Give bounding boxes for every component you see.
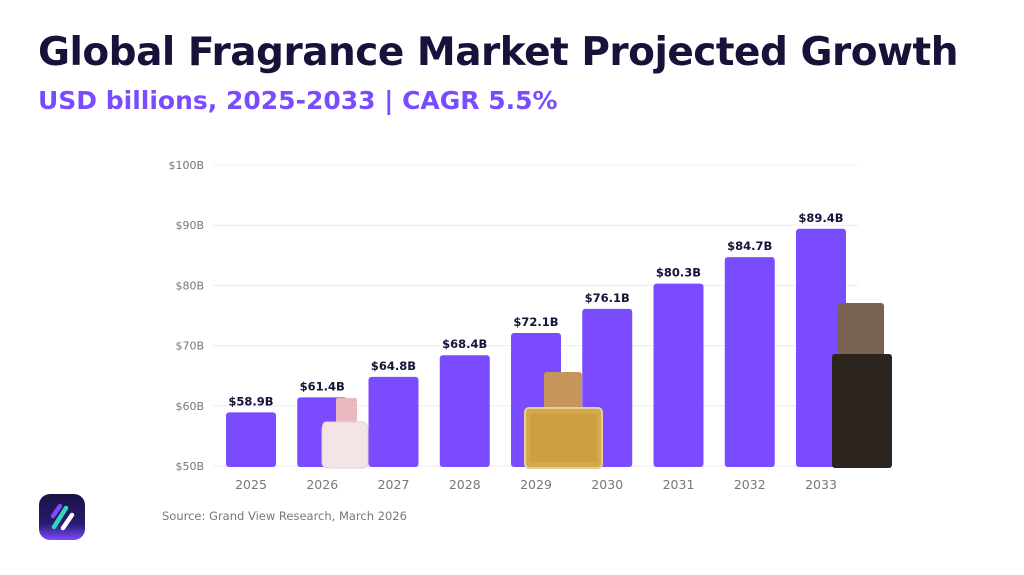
x-tick-label: 2026 [306,477,338,492]
bar-2032 [724,257,775,467]
x-tick-label: 2033 [805,477,837,492]
data-label: $58.9B [228,394,273,408]
x-tick-label: 2029 [520,477,552,492]
data-label: $61.4B [300,379,345,393]
data-label: $72.1B [513,315,558,329]
bar-2025 [226,412,276,467]
x-tick-label: 2030 [591,477,623,492]
data-label: $68.4B [442,337,487,351]
data-label: $84.7B [727,239,772,253]
x-tick-label: 2031 [663,477,695,492]
bar-2031 [653,283,704,467]
source-note: Source: Grand View Research, March 2026 [162,509,407,523]
page-title: Global Fragrance Market Projected Growth [38,30,958,75]
y-tick-label: $60B [175,400,204,413]
bar-2027 [368,376,419,467]
pink-perfume-bottle-image [321,398,369,469]
y-tick-label: $50B [175,460,204,473]
x-tick-label: 2025 [235,477,267,492]
dark-perfume-bottle-image [832,303,892,468]
data-label: $64.8B [371,359,416,373]
x-tick-label: 2027 [378,477,410,492]
y-tick-label: $100B [168,159,204,172]
data-label: $80.3B [656,266,701,280]
brand-logo [39,494,85,540]
y-tick-label: $80B [175,279,204,292]
data-label: $76.1B [585,291,630,305]
page-subtitle: USD billions, 2025-2033 | CAGR 5.5% [38,86,558,115]
bar-2028 [439,355,490,467]
data-label: $89.4B [798,211,843,225]
x-tick-label: 2032 [734,477,766,492]
y-tick-label: $90B [175,219,204,232]
logo-icon [50,503,75,531]
x-tick-label: 2028 [449,477,481,492]
y-tick-label: $70B [175,340,204,353]
gold-perfume-bottle-image [524,372,603,469]
